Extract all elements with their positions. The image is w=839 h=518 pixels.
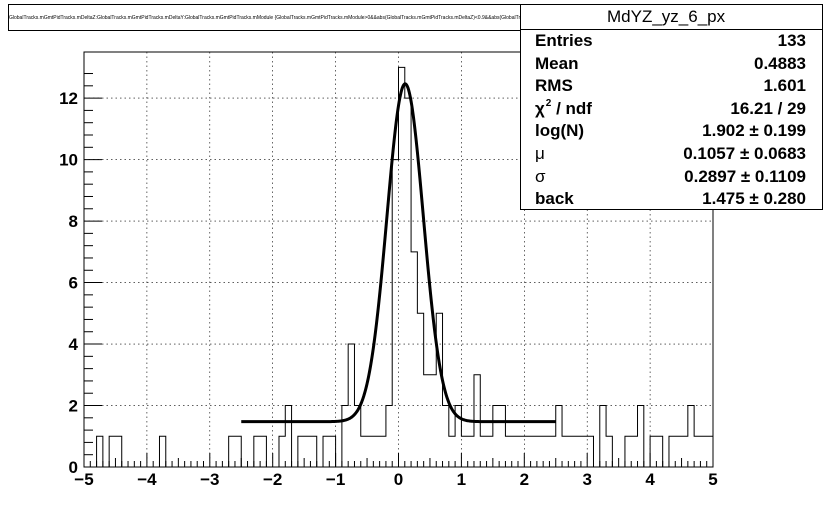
stats-label: μ <box>535 143 545 163</box>
x-tick-label: 2 <box>520 470 529 489</box>
y-tick-label: 2 <box>69 397 78 416</box>
stats-row: χ2 / ndf 16.21 / 29 <box>521 98 822 121</box>
x-tick-label: −3 <box>200 470 219 489</box>
stats-label: σ <box>535 166 546 186</box>
x-tick-label: −1 <box>326 470 345 489</box>
x-tick-label: 0 <box>394 470 403 489</box>
stats-value: 0.2897 ± 0.1109 <box>684 166 806 186</box>
stats-label: log(N) <box>535 121 585 141</box>
fit-curve <box>241 82 556 424</box>
stats-row: Entries 133 <box>521 30 822 53</box>
stats-value: 1.601 <box>763 76 806 96</box>
stats-value: 16.21 / 29 <box>730 98 806 118</box>
stats-row: RMS 1.601 <box>521 75 822 98</box>
x-tick-label: 5 <box>708 470 717 489</box>
y-tick-label: 6 <box>69 274 78 293</box>
x-tick-label: 1 <box>457 470 466 489</box>
title-box: GlobalTracks.mGmtPidTracks.mDeltaZ:Globa… <box>8 4 594 31</box>
stats-row: back 1.475 ± 0.280 <box>521 188 822 211</box>
x-tick-label: −4 <box>137 470 157 489</box>
stats-value: 133 <box>777 31 806 50</box>
y-tick-label: 0 <box>69 458 78 477</box>
stats-box: MdYZ_yz_6_px Entries 133 Mean 0.4883 RMS 1.60… <box>520 4 823 210</box>
stats-label: χ2 / ndf <box>535 97 592 118</box>
stats-value: 0.1057 ± 0.0683 <box>683 143 806 163</box>
stats-row: log(N) 1.902 ± 0.199 <box>521 120 822 143</box>
stats-label: Mean <box>535 53 579 73</box>
axes <box>83 52 714 468</box>
y-tick-label: 4 <box>69 335 79 354</box>
stats-label: Entries <box>535 31 593 50</box>
x-tick-label: −5 <box>74 470 93 489</box>
x-tick-label: 4 <box>645 470 655 489</box>
stats-value: 1.475 ± 0.280 <box>702 189 806 209</box>
stats-row: σ 0.2897 ± 0.1109 <box>521 166 822 189</box>
stats-label: back <box>535 189 574 209</box>
stats-histogram-name: MdYZ_yz_6_px <box>521 5 822 30</box>
stats-rows: Entries 133 Mean 0.4883 RMS 1.601 χ2 / ndf 16.2… <box>521 30 822 211</box>
stats-value: 1.902 ± 0.199 <box>702 121 806 141</box>
grid-lines <box>84 52 713 467</box>
x-tick-label: −2 <box>263 470 282 489</box>
stats-value: 0.4883 <box>754 53 806 73</box>
stats-row: μ 0.1057 ± 0.0683 <box>521 143 822 166</box>
stats-row: Mean 0.4883 <box>521 53 822 76</box>
x-tick-label: 3 <box>582 470 591 489</box>
histogram-title: GlobalTracks.mGmtPidTracks.mDeltaZ:Globa… <box>9 15 593 21</box>
y-tick-label: 10 <box>59 151 78 170</box>
y-tick-label: 8 <box>69 212 78 231</box>
stats-label: RMS <box>535 76 573 96</box>
y-tick-label: 12 <box>59 89 78 108</box>
